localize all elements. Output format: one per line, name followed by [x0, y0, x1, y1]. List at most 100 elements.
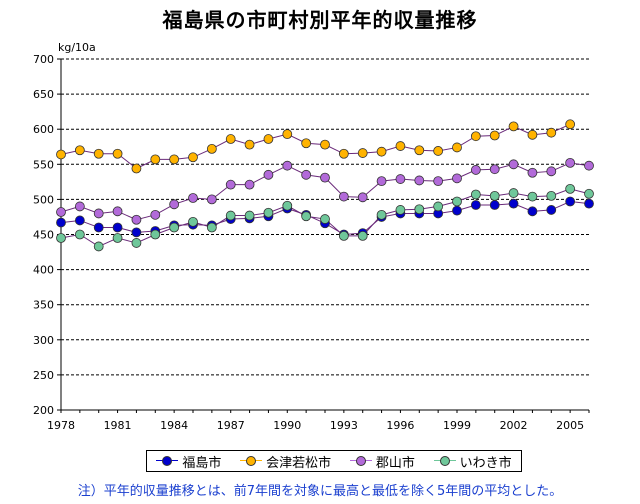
y-axis-label: kg/10a — [58, 41, 96, 54]
data-point-3-1978 — [56, 233, 66, 243]
data-point-3-1992 — [320, 214, 330, 224]
data-point-1-1988 — [244, 139, 255, 150]
x-tick-labels: 1978 1981 1984 1987 1990 1993 1996 1999 2002 2005 — [47, 419, 584, 432]
data-point-3-1979 — [74, 229, 85, 240]
y-tick-label-450: 450 — [33, 229, 54, 242]
data-point-1-2005 — [565, 119, 576, 130]
data-point-3-1995 — [376, 209, 387, 220]
data-point-0-2002 — [508, 198, 519, 209]
data-point-3-1989 — [263, 207, 274, 218]
data-point-1-1999 — [452, 142, 462, 153]
legend-swatch-fukushima — [156, 455, 179, 467]
x-tick-label-1978: 1978 — [47, 419, 75, 432]
data-point-1-1978 — [56, 149, 66, 160]
data-point-1-2003 — [527, 129, 538, 140]
data-point-1-1985 — [188, 152, 198, 163]
y-tick-label-700: 700 — [33, 53, 54, 66]
y-tick-label-650: 650 — [33, 88, 54, 101]
data-point-3-2005 — [565, 183, 576, 194]
data-point-1-1983 — [150, 154, 161, 165]
data-point-0-1999 — [452, 205, 462, 216]
legend-marker-koriyama — [355, 456, 366, 466]
data-point-3-2003 — [527, 191, 538, 202]
data-point-3-1993 — [338, 231, 349, 241]
data-point-0-2006 — [584, 198, 594, 209]
data-point-1-1987 — [225, 134, 236, 144]
data-point-1-1996 — [395, 141, 406, 151]
data-point-2-1994 — [357, 192, 368, 203]
data-point-3-1994 — [357, 231, 368, 241]
legend-marker-iwaki — [439, 456, 450, 466]
y-tick-label-200: 200 — [33, 404, 54, 417]
legend-label-aizuwakamatsu: 会津若松市 — [266, 455, 332, 471]
data-point-0-2004 — [546, 205, 557, 215]
data-point-3-1999 — [452, 196, 462, 207]
legend-marker-aizuwakamatsu — [246, 456, 257, 466]
data-point-2-1985 — [188, 193, 198, 203]
legend-marker-fukushima — [162, 456, 173, 466]
x-tick-label-1981: 1981 — [104, 419, 132, 432]
data-point-3-1984 — [169, 222, 180, 233]
y-tick-label-400: 400 — [33, 264, 54, 277]
data-point-2-1995 — [376, 176, 387, 187]
legend-entry-fukushima: 福島市 — [156, 452, 221, 471]
legend-label-iwaki: いわき市 — [459, 455, 512, 471]
data-point-0-1978 — [56, 217, 66, 228]
data-point-1-1991 — [301, 138, 312, 149]
data-point-2-1999 — [452, 173, 462, 184]
data-point-1-1993 — [338, 148, 349, 159]
legend-swatch-koriyama — [349, 455, 372, 467]
x-tick-label-1984: 1984 — [160, 419, 188, 432]
data-point-3-2002 — [508, 188, 519, 198]
data-point-3-1991 — [301, 211, 312, 222]
data-point-2-2002 — [508, 159, 519, 170]
data-point-0-2001 — [489, 200, 500, 210]
data-point-3-1990 — [282, 200, 293, 211]
data-point-3-1985 — [188, 216, 198, 227]
data-point-2-2004 — [546, 166, 557, 177]
footnote: 注）平年的収量推移とは、前7年間を対象に最高と最低を除く5年間の平均とした。 — [77, 484, 563, 499]
data-point-3-1983 — [150, 229, 161, 240]
data-point-1-1994 — [357, 148, 368, 158]
data-point-1-1995 — [376, 146, 387, 157]
data-point-2-2006 — [584, 160, 594, 171]
data-point-1-2002 — [508, 121, 519, 132]
data-point-3-2004 — [546, 190, 557, 201]
data-point-1-1980 — [93, 148, 104, 159]
data-point-2-1980 — [93, 208, 104, 219]
data-point-2-1978 — [56, 207, 66, 217]
x-tick-label-1993: 1993 — [330, 419, 358, 432]
data-point-0-2003 — [527, 206, 538, 217]
data-point-2-1981 — [112, 206, 123, 217]
legend-swatch-iwaki — [433, 455, 456, 467]
legend-swatch-aizuwakamatsu — [240, 455, 263, 467]
x-tick-label-1987: 1987 — [217, 419, 245, 432]
y-tick-label-600: 600 — [33, 123, 54, 136]
legend-entry-aizuwakamatsu: 会津若松市 — [240, 452, 331, 471]
data-point-2-1982 — [131, 214, 142, 225]
data-point-1-1992 — [320, 139, 330, 150]
y-tick-label-300: 300 — [33, 334, 54, 347]
data-point-0-1980 — [93, 222, 104, 233]
data-point-2-1990 — [282, 160, 293, 171]
data-point-2-2003 — [527, 167, 538, 178]
data-point-1-1984 — [169, 154, 180, 165]
chart-title: 福島県の市町村別平年的収量推移 — [162, 8, 478, 32]
data-point-1-2004 — [546, 127, 557, 138]
data-point-2-1984 — [169, 199, 180, 210]
legend-entry-iwaki: いわき市 — [433, 452, 512, 471]
x-tick-label-1996: 1996 — [386, 419, 414, 432]
legend-label-fukushima: 福島市 — [182, 455, 222, 471]
data-point-1-2000 — [470, 131, 481, 142]
data-point-3-1981 — [112, 233, 123, 243]
y-tick-label-550: 550 — [33, 158, 54, 171]
data-point-1-1990 — [282, 129, 293, 140]
x-tick-label-2005: 2005 — [556, 419, 584, 432]
y-tick-label-500: 500 — [33, 193, 54, 206]
x-tick-label-1990: 1990 — [273, 419, 301, 432]
data-point-0-1979 — [74, 215, 85, 226]
data-point-1-1989 — [263, 134, 274, 144]
y-tick-labels: 200 250 300 350 400 450 500 550 600 650 700 — [33, 53, 54, 417]
data-point-2-1987 — [225, 179, 236, 190]
